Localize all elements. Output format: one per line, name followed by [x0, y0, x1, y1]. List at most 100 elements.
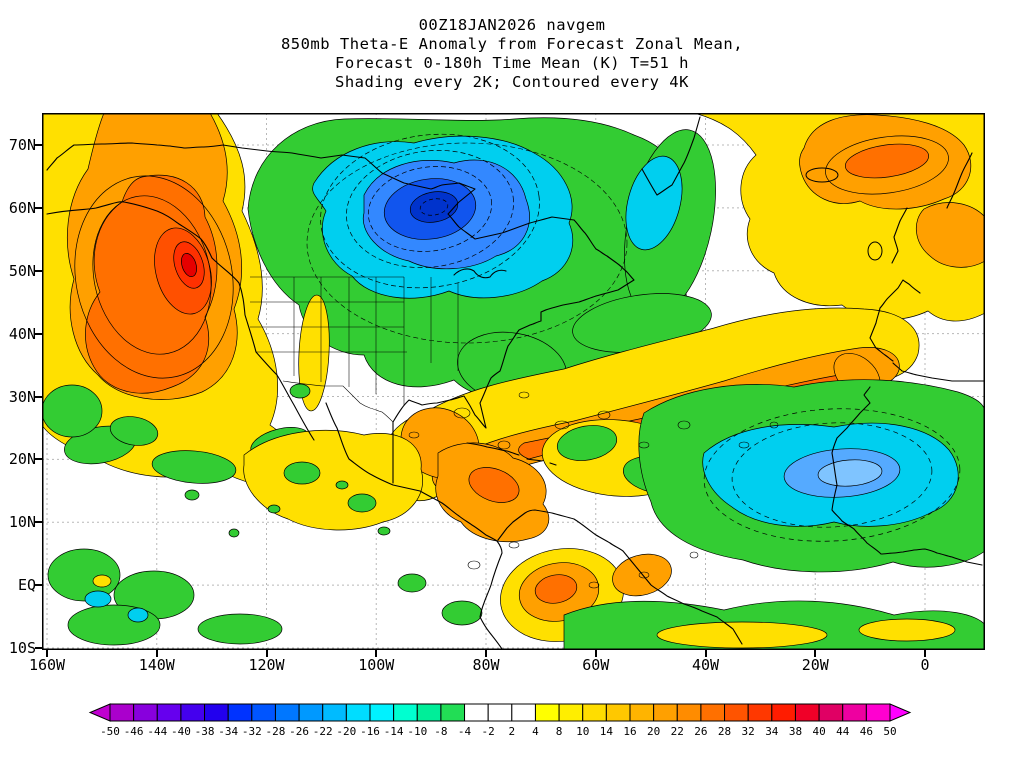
y-tick-mark: [35, 269, 42, 272]
colorbar-label: -4: [458, 725, 472, 738]
title-line-3: Forecast 0-180h Time Mean (K) T=51 h: [335, 54, 689, 72]
y-tick-mark: [35, 458, 42, 461]
x-tick-mark: [155, 650, 158, 657]
bottom-yellow: [858, 618, 956, 642]
contour-ring: [92, 195, 212, 355]
colorbar-cell: [369, 703, 395, 722]
green-dot: [377, 526, 391, 536]
colorbar-svg: -50 -46 -44 -40 -38 -34 -32 -28 -26 -22 -20 -16 -14-…: [88, 703, 912, 738]
contour-ring-dashed: [703, 408, 961, 542]
colorbar-cell: [487, 703, 513, 722]
colorbar-cell: [700, 703, 726, 722]
x-tick-label: 160W: [28, 656, 66, 674]
colorbar-label: 32: [742, 725, 755, 738]
y-tick-mark: [35, 332, 42, 335]
colorbar-label: -10: [407, 725, 427, 738]
contour-ring: [825, 135, 949, 195]
sw-green: [47, 548, 121, 602]
x-tick-mark: [375, 650, 378, 657]
sa-orange: [612, 553, 672, 597]
colorbar-cell: [818, 703, 844, 722]
speckle-contour: [588, 581, 600, 589]
contour-ring: [74, 175, 234, 379]
colorbar-cell: [794, 703, 820, 722]
natl-positive-orange: [916, 202, 985, 268]
centam-positive-core: [468, 467, 520, 503]
bottom-yellow: [656, 621, 828, 649]
colorbar-label: 22: [671, 725, 684, 738]
y-tick-label: 50N: [8, 261, 36, 280]
colorbar-right-arrow: [889, 703, 912, 722]
green-fringe: [42, 384, 103, 438]
pacific-positive-max: [181, 253, 197, 277]
coastline: [892, 362, 985, 382]
colorbar-cell: [156, 703, 182, 722]
green-fringe: [109, 416, 159, 446]
colorbar-label: 46: [860, 725, 873, 738]
x-tick-label: 40W: [691, 656, 720, 674]
sw-green: [197, 613, 283, 645]
speckle-contour: [554, 420, 570, 430]
colorbar-cell: [511, 703, 536, 722]
colorbar-cell: [676, 703, 702, 722]
colorbar-cell: [464, 703, 489, 722]
speckle-contour: [738, 441, 750, 449]
colorbar-label: 40: [812, 725, 825, 738]
x-tick-mark: [814, 650, 817, 657]
y-tick-mark: [35, 206, 42, 209]
colorbar-label: 34: [765, 725, 779, 738]
contour-ring-dashed: [320, 133, 540, 289]
na-negative-cyan: [625, 155, 683, 251]
green-fringe: [151, 450, 237, 484]
green-dot: [335, 480, 349, 490]
speckle-contour: [689, 551, 699, 559]
colorbar-label: -26: [289, 725, 309, 738]
itcz-core: [534, 574, 578, 604]
colorbar-label: -38: [195, 725, 215, 738]
coastline: [831, 279, 983, 566]
speckle-contour: [467, 560, 481, 570]
colorbar-cell: [251, 703, 276, 722]
colorbar-cell: [582, 703, 607, 722]
colorbar-cell: [865, 703, 891, 722]
y-tick-mark: [35, 521, 42, 524]
iceland-coast: [805, 167, 839, 183]
colorbar-label: -22: [313, 725, 333, 738]
x-tick-mark: [594, 650, 597, 657]
green-spot: [289, 383, 311, 399]
colorbar-cell: [440, 703, 466, 722]
speckle-contour: [638, 571, 650, 579]
speckle-contour: [597, 410, 611, 420]
coastline: [46, 201, 503, 650]
y-tick-label: 10N: [8, 513, 36, 532]
colorbar-cell: [605, 703, 631, 722]
contour-ring-dashed: [419, 198, 449, 216]
colorbar-label: 2: [509, 725, 516, 738]
title-line-1: 00Z18JAN2026 navgem: [418, 16, 606, 34]
y-tick-label: 40N: [8, 324, 36, 343]
x-tick-mark: [924, 650, 926, 657]
colorbar-cell: [393, 703, 418, 722]
colorbar-label: -40: [171, 725, 191, 738]
sw-yellow: [92, 574, 112, 588]
x-tick-label: 60W: [582, 656, 610, 674]
colorbar-label: 20: [647, 725, 660, 738]
eq-green: [441, 600, 483, 626]
map-frame-border: [42, 113, 985, 650]
x-tick-label: 120W: [248, 656, 285, 674]
colorbar-cell: [274, 703, 300, 722]
speckle-contour: [497, 440, 511, 450]
coastline: [497, 509, 743, 645]
speckle-contour: [508, 541, 520, 549]
contour-ring-dashed: [367, 166, 493, 252]
title-line-4: Shading every 2K; Contoured every 4K: [335, 73, 689, 91]
carib-green: [556, 425, 618, 461]
eq-green: [397, 573, 427, 593]
y-tick-mark: [35, 144, 42, 146]
colorbar-label: 28: [718, 725, 731, 738]
green-dot: [184, 489, 200, 501]
coastline: [641, 116, 701, 196]
colorbar-cell: [771, 703, 796, 722]
y-tick-mark: [35, 584, 42, 587]
green-spot: [347, 493, 377, 513]
